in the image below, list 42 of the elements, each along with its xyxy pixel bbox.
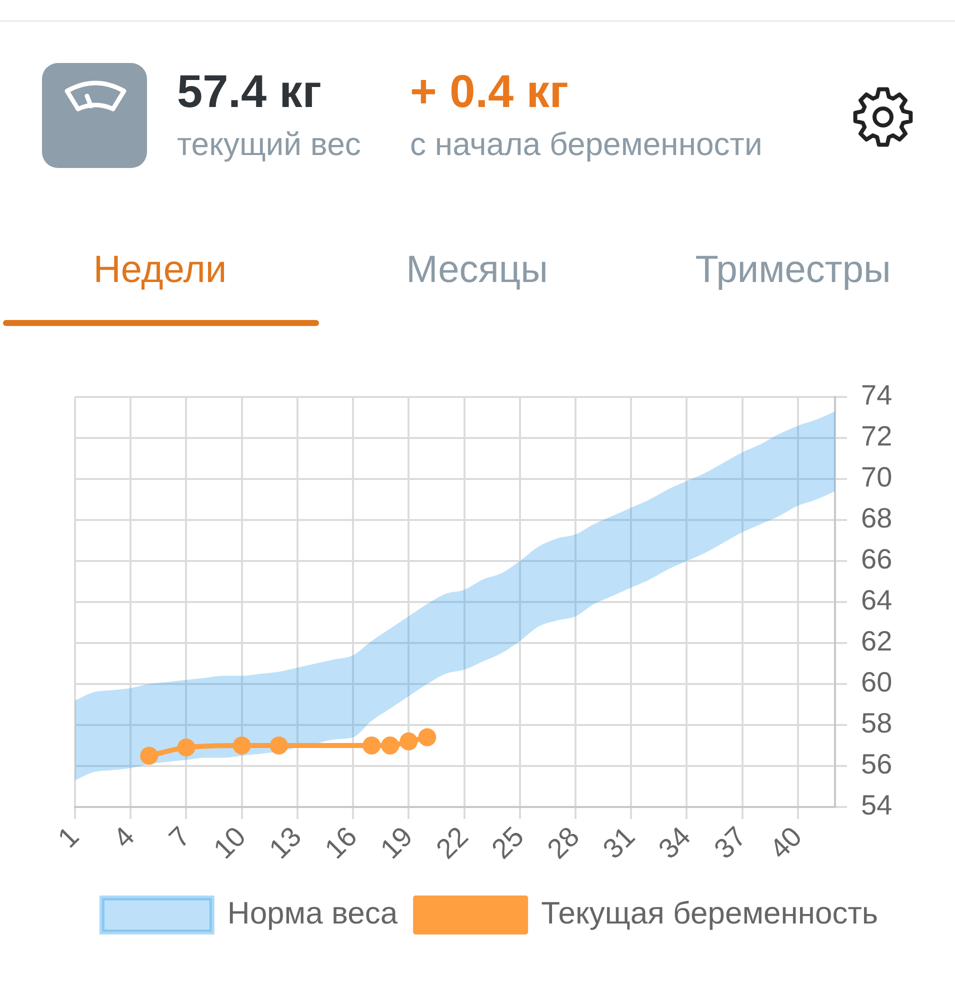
x-tick-label: 31	[596, 820, 641, 865]
y-tick-label: 64	[861, 584, 892, 616]
point	[418, 728, 436, 746]
y-tick-label: 58	[861, 708, 892, 739]
y-tick-label: 70	[861, 462, 892, 493]
legend-label: Норма веса	[227, 896, 398, 931]
y-tick-label: 62	[861, 626, 892, 657]
point	[270, 736, 288, 754]
text: Месяцы	[406, 249, 548, 291]
point	[381, 736, 400, 754]
text: Недели	[93, 249, 227, 291]
y-tick-label: 60	[861, 666, 892, 698]
x-tick-label: 13	[263, 820, 308, 865]
point	[232, 736, 251, 754]
text: + 0.4 кг	[410, 65, 569, 117]
point	[177, 738, 196, 757]
text: с начала беременности	[410, 126, 762, 162]
point	[362, 736, 381, 754]
y-tick-label: 66	[861, 544, 892, 575]
text: 57.4 кг	[177, 65, 322, 117]
x-tick-label: 10	[208, 820, 252, 865]
legend-label: Текущая беременность	[541, 896, 878, 931]
y-tick-label: 68	[861, 502, 892, 534]
x-tick-label: 22	[430, 820, 474, 865]
point	[400, 732, 418, 750]
x-tick-label: 25	[486, 820, 530, 865]
x-tick-label: 28	[541, 820, 586, 865]
y-tick-label: 74	[861, 380, 892, 411]
x-tick-label: 37	[708, 820, 752, 865]
text: Триместры	[695, 249, 891, 291]
x-tick-label: 34	[652, 820, 696, 865]
x-tick-label: 1	[52, 820, 85, 854]
x-tick-label: 16	[318, 820, 363, 865]
x-tick-label: 40	[764, 820, 808, 865]
point	[140, 746, 158, 765]
x-tick-label: 19	[374, 820, 418, 865]
y-tick-label: 72	[861, 420, 892, 452]
text: текущий вес	[177, 126, 361, 162]
y-tick-label: 56	[861, 748, 892, 780]
x-tick-label: 7	[162, 820, 196, 854]
x-tick-label: 4	[107, 820, 140, 854]
y-tick-label: 54	[861, 790, 892, 821]
